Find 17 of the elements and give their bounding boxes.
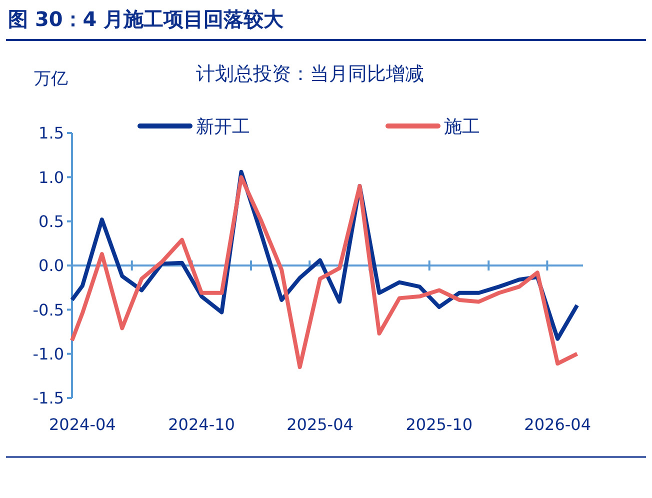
x-tick-label: 2026-04 <box>524 415 592 434</box>
y-tick-label: 0.0 <box>38 256 64 276</box>
legend-label: 施工 <box>444 116 480 138</box>
y-axis-title: 万亿 <box>34 69 68 89</box>
y-tick-label: 1.5 <box>38 124 64 143</box>
x-tick-label: 2025-04 <box>286 415 354 434</box>
x-tick-label: 2024-04 <box>48 415 116 434</box>
x-tick-label: 2025-10 <box>406 415 473 434</box>
x-tick-label: 2024-10 <box>168 415 235 434</box>
y-tick-label: -1.0 <box>32 344 64 364</box>
chart-subtitle: 计划总投资：当月同比增减 <box>196 63 424 85</box>
y-tick-label: -0.5 <box>32 300 64 320</box>
y-tick-label: -1.5 <box>32 388 64 408</box>
legend-label: 新开工 <box>196 116 250 138</box>
y-tick-label: 0.5 <box>38 212 64 231</box>
y-tick-label: 1.0 <box>38 168 64 187</box>
chart-title: 图 30：4 月施工项目回落较大 <box>8 7 285 31</box>
